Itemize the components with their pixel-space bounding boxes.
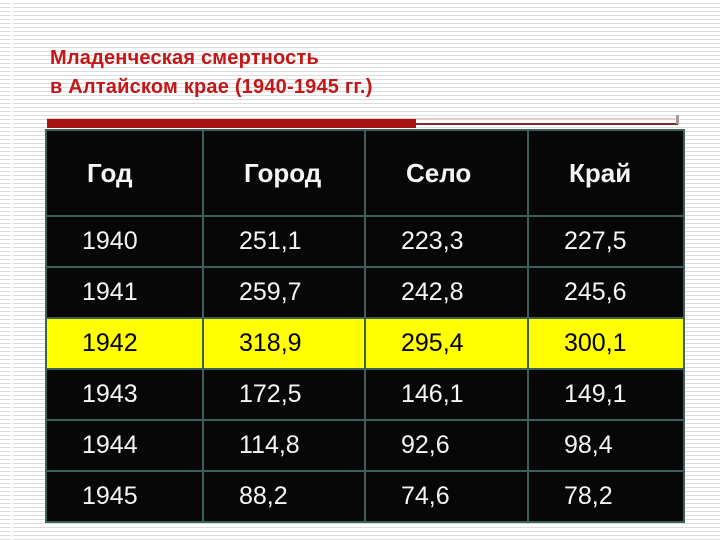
value-cell: 251,1 xyxy=(202,215,366,268)
value-cell: 92,6 xyxy=(364,419,529,472)
table-row: 1944 114,8 92,6 98,4 xyxy=(45,419,685,472)
value-cell: 74,6 xyxy=(364,470,529,523)
year-cell: 1944 xyxy=(45,419,204,472)
year-cell: 1942 xyxy=(45,317,204,370)
value-cell: 78,2 xyxy=(527,470,685,523)
value-cell: 149,1 xyxy=(527,368,685,421)
year-cell: 1941 xyxy=(45,266,204,319)
value-cell: 146,1 xyxy=(364,368,529,421)
header-cell-city: Город xyxy=(202,129,366,217)
value-cell: 88,2 xyxy=(202,470,366,523)
value-cell: 172,5 xyxy=(202,368,366,421)
value-cell: 223,3 xyxy=(364,215,529,268)
mortality-table: Год Город Село Край 1940 251,1 223,3 227… xyxy=(45,129,685,523)
value-cell: 114,8 xyxy=(202,419,366,472)
year-cell: 1943 xyxy=(45,368,204,421)
table-row-highlighted: 1942 318,9 295,4 300,1 xyxy=(45,317,685,370)
accent-line-endcap xyxy=(676,115,679,124)
value-cell: 98,4 xyxy=(527,419,685,472)
left-margin-rule xyxy=(10,0,13,540)
slide-title-line-2: в Алтайском крае (1940-1945 гг.) xyxy=(50,76,373,98)
value-cell: 227,5 xyxy=(527,215,685,268)
slide-title-line-1: Младенческая смертность xyxy=(50,47,319,69)
value-cell: 295,4 xyxy=(364,317,529,370)
value-cell: 242,8 xyxy=(364,266,529,319)
value-cell: 245,6 xyxy=(527,266,685,319)
table-row: 1940 251,1 223,3 227,5 xyxy=(45,215,685,268)
header-cell-krai: Край xyxy=(527,129,685,217)
table-row: 1941 259,7 242,8 245,6 xyxy=(45,266,685,319)
table-header-row: Год Город Село Край xyxy=(45,129,685,217)
value-cell: 300,1 xyxy=(527,317,685,370)
header-cell-year: Год xyxy=(45,129,204,217)
table-row: 1945 88,2 74,6 78,2 xyxy=(45,470,685,523)
year-cell: 1945 xyxy=(45,470,204,523)
slide-title: Младенческая смертность в Алтайском крае… xyxy=(50,44,373,102)
header-cell-village: Село xyxy=(364,129,529,217)
table-row: 1943 172,5 146,1 149,1 xyxy=(45,368,685,421)
value-cell: 318,9 xyxy=(202,317,366,370)
value-cell: 259,7 xyxy=(202,266,366,319)
accent-bar xyxy=(47,119,416,128)
year-cell: 1940 xyxy=(45,215,204,268)
